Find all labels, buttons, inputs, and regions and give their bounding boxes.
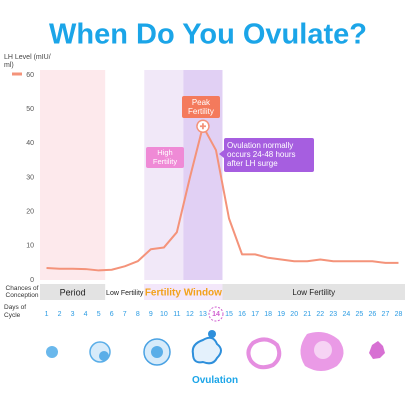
ovulation-note: Ovulation normally occurs 24-48 hours af… [224, 138, 314, 172]
x-tick-label: 5 [97, 311, 101, 318]
icon [99, 351, 109, 361]
x-tick-label: 8 [136, 311, 140, 318]
follicle-icons [46, 330, 385, 371]
y-axis-label: LH Level (mIU/ ml) [4, 54, 51, 70]
x-tick-label: 13 [199, 311, 207, 318]
x-tick-label: 22 [316, 311, 324, 318]
lh-line [46, 125, 399, 272]
icon [191, 336, 222, 365]
y-tick-label: 60 [26, 72, 34, 79]
y-tick-label: 10 [26, 243, 34, 250]
y-tick-label: 20 [26, 209, 34, 216]
conception-label: Chances of Conception [5, 285, 39, 300]
conception-segment [144, 284, 223, 300]
icon [151, 346, 163, 358]
x-tick-label: 26 [369, 311, 377, 318]
conception-segment-label: Fertility Window [145, 288, 222, 299]
icon [46, 346, 58, 358]
conception-segment-label: Low Fertility [106, 290, 144, 297]
conception-segment [40, 284, 106, 300]
x-tick-label: 4 [84, 311, 88, 318]
phase-band [40, 70, 106, 280]
conception-segment-label: Period [60, 287, 86, 297]
x-tick-label: 12 [186, 311, 194, 318]
x-tick-label: 14 [212, 311, 220, 318]
x-tick-label: 18 [264, 311, 272, 318]
x-tick-label: 17 [251, 311, 259, 318]
icon [246, 337, 282, 370]
x-tick-label: 20 [290, 311, 298, 318]
x-tick-label: 6 [110, 311, 114, 318]
x-tick-label: 21 [303, 311, 311, 318]
note-pointer [219, 150, 224, 158]
x-tick-label: 3 [71, 311, 75, 318]
x-tick-label: 11 [173, 311, 180, 318]
x-tick-label: 10 [160, 311, 168, 318]
conception-segment [105, 284, 145, 300]
icon [369, 341, 385, 359]
y-tick-label: 50 [26, 106, 34, 113]
x-tick-label: 9 [149, 311, 153, 318]
peak-plus [199, 123, 206, 130]
x-tick-label: 23 [329, 311, 337, 318]
x-tick-label: 15 [225, 311, 233, 318]
chart-title: When Do You Ovulate? [49, 19, 367, 51]
y-tick-label: 30 [26, 174, 34, 181]
x-tick-label: 28 [395, 311, 403, 318]
x-axis-label: Days of Cycle [4, 304, 27, 319]
icon [208, 330, 216, 338]
x-tick-label: 19 [277, 311, 285, 318]
x-tick-label: 1 [45, 311, 49, 318]
ovulation-day-circle [208, 306, 224, 322]
x-tick-label: 27 [382, 311, 390, 318]
conception-segment-label: Low Fertility [292, 288, 335, 297]
conception-segment [222, 284, 405, 300]
peak-label: Peak Fertility [181, 96, 220, 119]
y-tick-label: 40 [26, 140, 34, 147]
x-tick-label: 7 [123, 311, 127, 318]
x-tick-label: 24 [342, 311, 350, 318]
icon [314, 341, 332, 359]
x-tick-label: 25 [355, 311, 363, 318]
y-tick-label: 0 [30, 277, 34, 284]
x-tick-label: 16 [238, 311, 246, 318]
ovulation-label: Ovulation [191, 375, 239, 386]
high-label: High Fertility [146, 147, 184, 169]
x-tick-label: 2 [58, 311, 62, 318]
